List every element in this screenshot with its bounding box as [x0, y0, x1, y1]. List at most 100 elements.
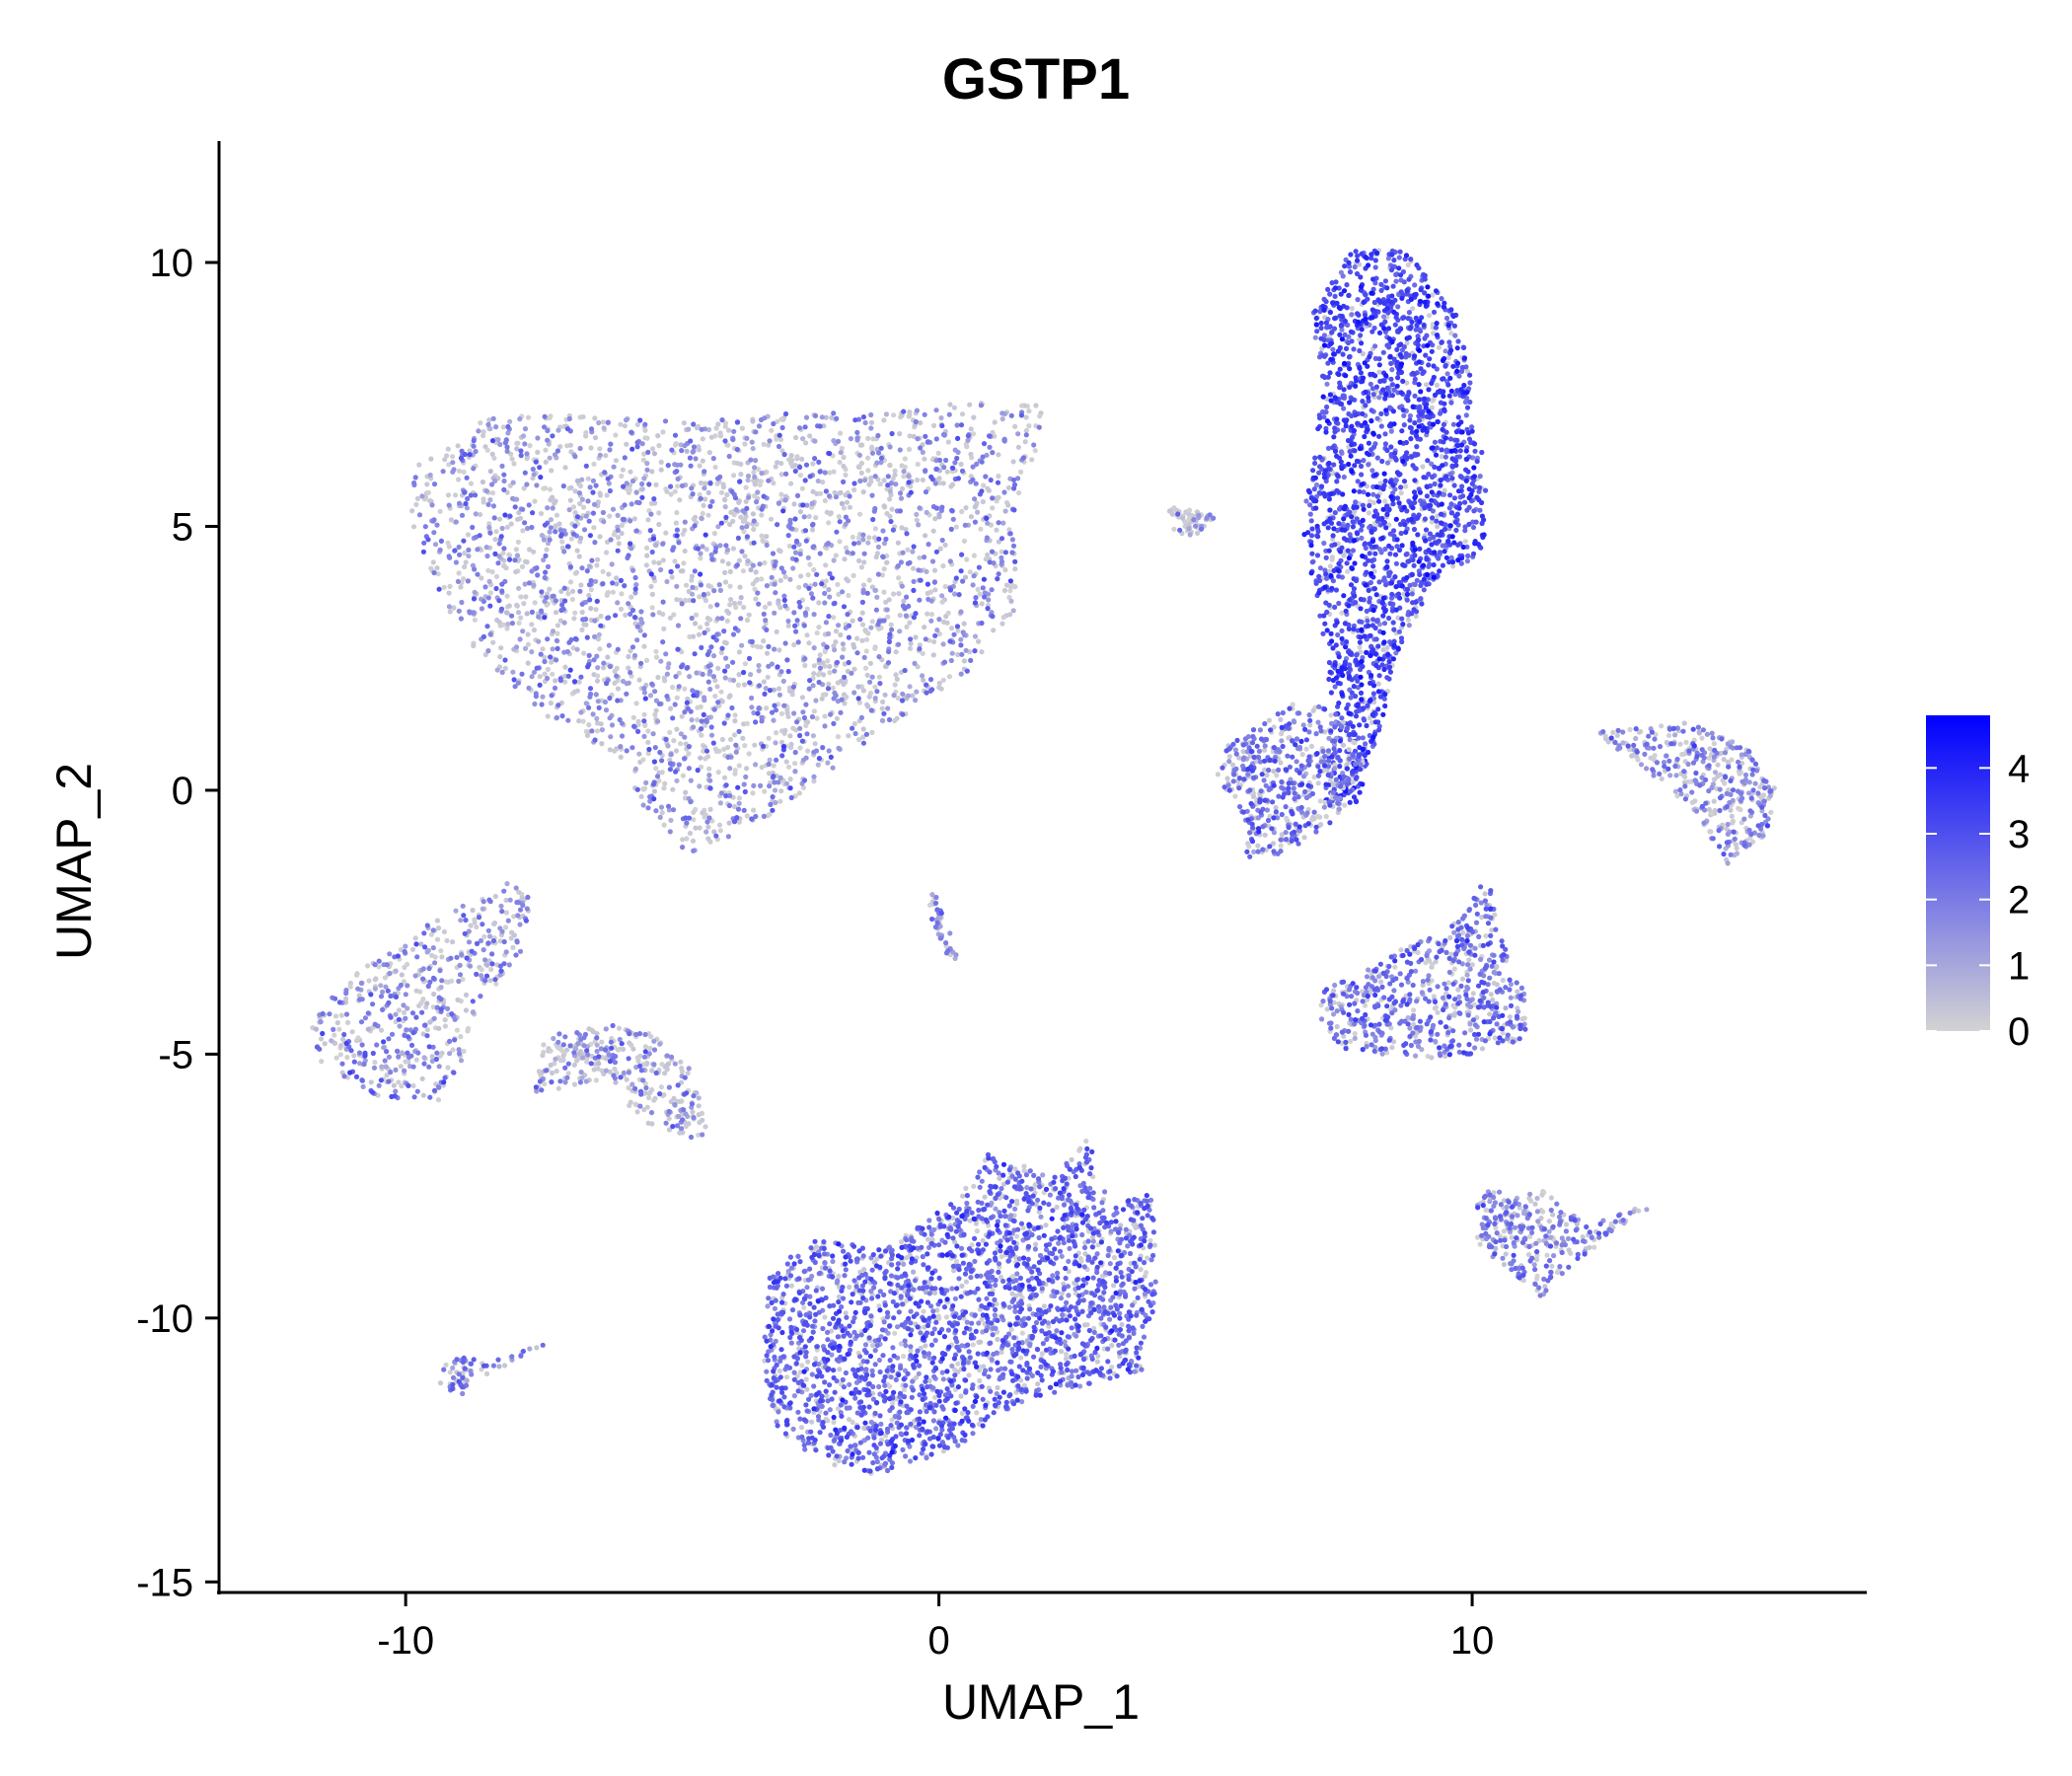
- cell-point: [751, 470, 757, 476]
- cell-point: [1376, 498, 1382, 504]
- cell-point: [811, 778, 817, 784]
- cell-point: [1322, 567, 1328, 573]
- cell-point: [725, 560, 731, 567]
- cell-point: [697, 783, 703, 789]
- cell-point: [411, 480, 417, 486]
- cell-point: [1357, 722, 1363, 728]
- cell-point: [1354, 652, 1360, 658]
- cell-point: [792, 623, 798, 629]
- cell-point: [614, 673, 620, 679]
- cell-point: [860, 740, 867, 746]
- cell-point: [667, 767, 674, 773]
- cell-point: [728, 509, 734, 515]
- cell-point: [542, 424, 548, 430]
- cell-point: [595, 665, 601, 671]
- cell-point: [923, 533, 928, 539]
- cell-point: [933, 549, 940, 555]
- cell-point: [691, 809, 697, 815]
- cell-point: [515, 539, 522, 546]
- cell-point: [1372, 258, 1378, 263]
- cell-point: [1404, 380, 1410, 386]
- cell-point: [929, 558, 936, 564]
- cell-point: [1015, 431, 1021, 437]
- cell-point: [542, 522, 549, 528]
- cell-point: [1433, 452, 1440, 458]
- cell-point: [1307, 511, 1313, 517]
- cell-point: [1440, 543, 1445, 549]
- cell-point: [1436, 344, 1443, 350]
- cell-point: [465, 495, 471, 502]
- cell-point: [1376, 727, 1382, 733]
- cell-point: [484, 447, 490, 453]
- cell-point: [1327, 392, 1333, 398]
- cell-point: [1442, 487, 1447, 493]
- cell-point: [1371, 513, 1377, 519]
- cell-point: [900, 691, 906, 697]
- cell-point: [1344, 705, 1350, 711]
- cell-point: [712, 746, 719, 752]
- cell-point: [560, 483, 566, 489]
- cell-point: [779, 448, 785, 454]
- cell-point: [452, 548, 458, 554]
- cell-point: [1388, 267, 1395, 273]
- cell-point: [1429, 497, 1435, 503]
- cell-point: [986, 597, 992, 603]
- cell-point: [553, 498, 558, 504]
- cell-point: [1372, 373, 1378, 379]
- cell-point: [580, 718, 586, 724]
- cell-point: [644, 553, 650, 558]
- cell-point: [1441, 393, 1446, 400]
- cell-point: [581, 650, 587, 656]
- cell-point: [680, 845, 686, 851]
- cell-point: [1474, 494, 1480, 500]
- cell-point: [776, 548, 782, 554]
- cell-point: [580, 504, 587, 510]
- cell-point: [1406, 310, 1412, 316]
- cell-point: [1469, 424, 1475, 430]
- cell-point: [733, 742, 739, 748]
- cell-point: [583, 701, 589, 706]
- cell-point: [860, 589, 866, 596]
- cell-point: [1399, 583, 1405, 589]
- cell-point: [661, 822, 667, 828]
- cell-point: [826, 587, 832, 593]
- cell-point: [542, 598, 548, 605]
- cell-point: [821, 423, 827, 429]
- cell-point: [1416, 336, 1422, 343]
- cell-point: [655, 433, 661, 439]
- cell-point: [698, 582, 704, 588]
- cell-point: [634, 786, 640, 792]
- cell-point: [691, 848, 697, 853]
- cell-point: [629, 446, 635, 452]
- cell-point: [1337, 385, 1343, 391]
- cell-point: [827, 470, 833, 476]
- cell-point: [558, 607, 564, 614]
- cell-point: [674, 469, 680, 475]
- cell-point: [705, 824, 711, 830]
- cell-point: [797, 725, 803, 731]
- cell-point: [985, 552, 991, 558]
- cell-point: [1398, 390, 1404, 396]
- cell-point: [1341, 406, 1347, 411]
- cell-point: [749, 439, 755, 445]
- cell-point: [1442, 401, 1447, 407]
- cell-point: [653, 766, 659, 772]
- cell-point: [577, 482, 584, 489]
- cell-point: [592, 540, 598, 546]
- cell-point: [982, 590, 988, 596]
- cell-point: [701, 502, 706, 508]
- cell-point: [691, 817, 697, 823]
- cell-point: [602, 470, 608, 476]
- cell-point: [856, 452, 863, 458]
- cell-point: [759, 512, 765, 518]
- cell-point: [1404, 574, 1410, 581]
- cell-point: [487, 631, 493, 637]
- cell-point: [464, 475, 470, 481]
- cell-point: [731, 428, 737, 434]
- cell-point: [1369, 528, 1374, 535]
- cell-point: [646, 746, 652, 753]
- cell-point: [1360, 375, 1367, 381]
- cell-point: [546, 441, 552, 447]
- cell-point: [760, 743, 767, 750]
